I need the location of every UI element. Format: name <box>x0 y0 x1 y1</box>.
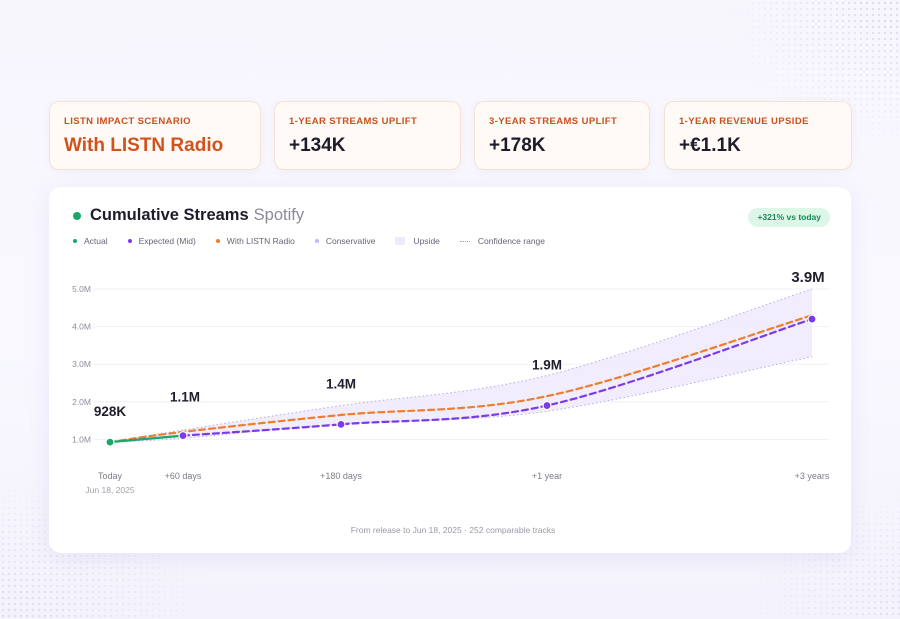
expected-point <box>178 431 188 441</box>
legend-dot-icon <box>127 239 132 243</box>
x-tick-label: +1 year <box>532 471 562 481</box>
legend-dot-icon <box>314 239 319 243</box>
kpi-label: 1-YEAR STREAMS UPLIFT <box>289 116 418 127</box>
y-tick-label: 4.0M <box>72 322 91 332</box>
x-tick-label: +60 days <box>165 471 202 481</box>
growth-badge: +321% vs today <box>748 208 830 227</box>
legend-item-upside[interactable]: Upside <box>395 236 440 246</box>
legend-label: Conservative <box>325 236 376 246</box>
legend-item-conservative[interactable]: Conservative <box>314 236 376 246</box>
streams-line-chart: 1.0M 2.0M 3.0M 4.0M 5.0M 928K 1.1M 1.4M 1.9M 3.9M… <box>72 269 830 535</box>
legend-swatch-icon <box>395 237 406 245</box>
legend-dot-icon <box>73 239 77 243</box>
chart-subtitle: Spotify <box>253 206 305 224</box>
kpi-card-scenario[interactable]: LISTN IMPACT SCENARIO With LISTN Radio <box>49 101 261 170</box>
chart-footer-note: From release to Jun 18, 2025 · 252 compa… <box>351 525 556 535</box>
data-label: 1.9M <box>532 358 562 373</box>
legend-label: Confidence range <box>477 236 546 246</box>
data-label: 3.9M <box>791 269 824 286</box>
actual-point <box>105 437 115 447</box>
kpi-value: +134K <box>289 135 346 156</box>
x-tick-sublabel: Jun 18, 2025 <box>85 485 134 495</box>
card-title: Cumulative Streams Spotify <box>73 206 304 225</box>
y-tick-label: 5.0M <box>72 284 91 294</box>
kpi-card-1y-streams[interactable]: 1-YEAR STREAMS UPLIFT +134K <box>274 101 461 170</box>
expected-point <box>807 314 817 324</box>
legend-item-listn[interactable]: With LISTN Radio <box>215 236 295 246</box>
data-label: 1.4M <box>326 376 356 391</box>
y-tick-label: 1.0M <box>72 434 91 444</box>
legend-item-actual[interactable]: Actual <box>73 236 108 246</box>
legend-item-expected[interactable]: Expected (Mid) <box>127 236 196 246</box>
expected-point <box>336 419 346 429</box>
kpi-card-1y-revenue[interactable]: 1-YEAR REVENUE UPSIDE +€1.1K <box>664 101 852 170</box>
streams-chart-card: Cumulative Streams Spotify +321% vs toda… <box>49 187 851 553</box>
y-tick-label: 3.0M <box>72 359 91 369</box>
legend-label: Expected (Mid) <box>138 236 196 246</box>
expected-point <box>542 400 552 411</box>
legend-label: Upside <box>413 236 440 246</box>
kpi-label: 3-YEAR STREAMS UPLIFT <box>489 116 618 127</box>
kpi-card-3y-streams[interactable]: 3-YEAR STREAMS UPLIFT +178K <box>474 101 650 170</box>
confidence-band <box>110 289 812 443</box>
kpi-value: With LISTN Radio <box>64 135 224 156</box>
upside-line <box>109 288 813 443</box>
legend-label: With LISTN Radio <box>226 236 295 246</box>
kpi-value: +178K <box>489 135 546 156</box>
kpi-value: +€1.1K <box>679 135 741 156</box>
x-tick-label: Today <box>98 471 123 481</box>
kpi-label: LISTN IMPACT SCENARIO <box>64 116 191 127</box>
chart-legend: Actual Expected (Mid) With LISTN Radio C… <box>73 236 565 246</box>
legend-dot-icon <box>215 239 220 243</box>
kpi-label: 1-YEAR REVENUE UPSIDE <box>679 116 809 127</box>
data-label: 1.1M <box>170 390 200 405</box>
data-label: 928K <box>94 404 127 419</box>
x-tick-label: +180 days <box>320 471 362 481</box>
y-tick-label: 2.0M <box>72 397 91 407</box>
legend-item-confidence[interactable]: Confidence range <box>459 236 546 246</box>
chart-title: Cumulative Streams <box>90 206 249 224</box>
status-dot-icon <box>73 211 81 220</box>
expected-line <box>181 317 814 437</box>
legend-label: Actual <box>84 236 108 246</box>
legend-dash-icon <box>459 240 470 242</box>
x-tick-label: +3 years <box>795 471 830 481</box>
